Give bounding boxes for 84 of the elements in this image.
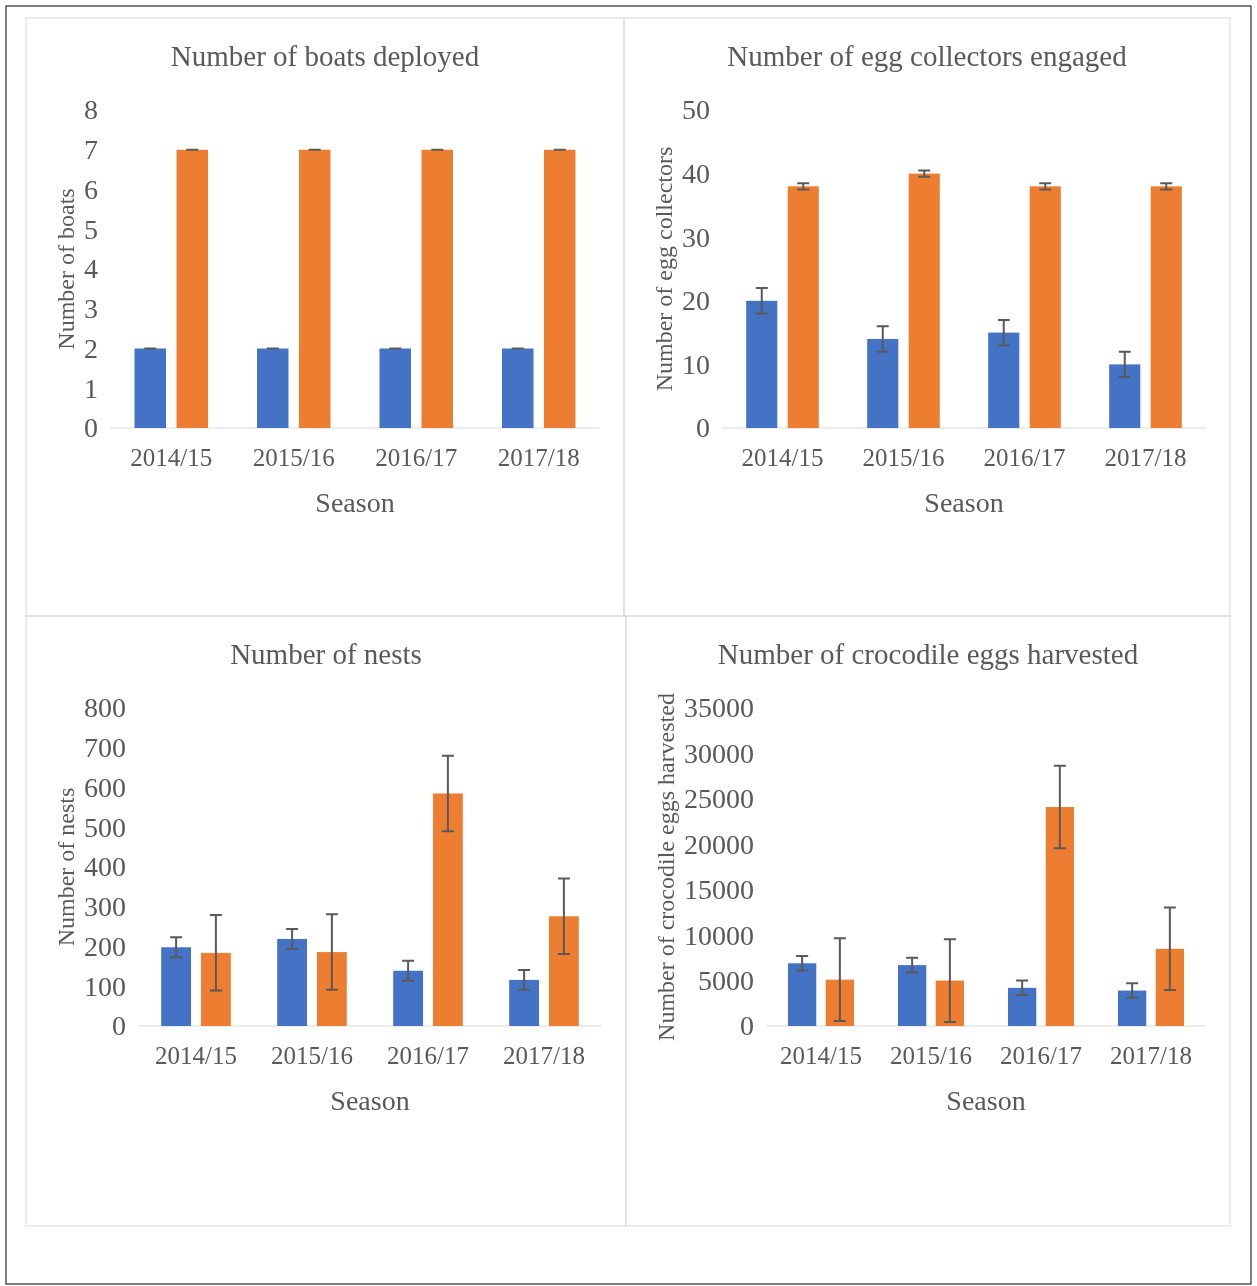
bar <box>1150 186 1182 428</box>
y-tick-label: 25000 <box>684 783 754 815</box>
x-tick-label: 2016/17 <box>387 1041 469 1069</box>
bar <box>548 916 579 1026</box>
bar <box>200 952 231 1026</box>
x-tick-label: 2015/16 <box>271 1041 353 1069</box>
bar <box>908 173 940 428</box>
chart-title: Number of crocodile eggs harvested <box>717 638 1139 670</box>
bar <box>935 980 964 1026</box>
y-axis-title: Number of egg collectors <box>651 146 677 392</box>
y-tick-label: 100 <box>84 970 126 1002</box>
y-tick-label: 10000 <box>684 919 754 951</box>
bar <box>788 963 817 1026</box>
y-tick-label: 0 <box>84 412 98 444</box>
bar <box>1155 948 1184 1026</box>
bar <box>1008 987 1037 1026</box>
x-tick-label: 2017/18 <box>1110 1041 1192 1069</box>
x-tick-label: 2016/17 <box>375 443 458 471</box>
y-tick-label: 0 <box>112 1010 126 1042</box>
x-tick-label: 2015/16 <box>890 1041 972 1069</box>
chart-title: Number of nests <box>230 638 422 670</box>
x-tick-label: 2014/15 <box>780 1041 862 1069</box>
y-tick-label: 50 <box>682 94 710 126</box>
y-tick-label: 40 <box>682 158 710 190</box>
x-tick-label: 2015/16 <box>252 443 335 471</box>
y-tick-label: 8 <box>84 94 98 126</box>
y-tick-label: 10 <box>682 348 710 380</box>
x-tick-label: 2017/18 <box>503 1041 585 1069</box>
y-tick-label: 0 <box>696 412 710 444</box>
x-tick-label: 2014/15 <box>130 443 213 471</box>
y-axis-title: Number of boats <box>53 188 79 350</box>
bar <box>277 938 308 1026</box>
chart-title: Number of egg collectors engaged <box>727 40 1128 72</box>
y-tick-label: 30000 <box>684 737 754 769</box>
bar <box>1045 807 1074 1026</box>
y-tick-label: 20 <box>682 285 710 317</box>
bar <box>867 338 899 428</box>
x-axis-title: Season <box>924 487 1004 518</box>
bar <box>898 965 927 1026</box>
x-tick-label: 2014/15 <box>155 1041 237 1069</box>
y-tick-label: 15000 <box>684 874 754 906</box>
y-tick-label: 2 <box>84 332 98 364</box>
y-tick-label: 5 <box>84 213 98 245</box>
y-axis-title: Number of nests <box>53 787 79 947</box>
y-tick-label: 6 <box>84 173 98 205</box>
x-axis-title: Season <box>315 487 395 518</box>
bar <box>1029 186 1061 428</box>
x-tick-label: 2016/17 <box>983 443 1066 471</box>
y-tick-label: 600 <box>84 771 126 803</box>
bar <box>746 300 778 428</box>
bar <box>825 979 854 1026</box>
y-tick-label: 0 <box>740 1010 754 1042</box>
y-tick-label: 200 <box>84 930 126 962</box>
y-axis-title: Number of crocodile eggs harvested <box>653 693 679 1041</box>
y-tick-label: 35000 <box>684 692 754 724</box>
y-tick-label: 500 <box>84 811 126 843</box>
bar <box>787 186 819 428</box>
y-tick-label: 700 <box>84 732 126 764</box>
bar <box>393 970 424 1026</box>
x-tick-label: 2015/16 <box>862 443 945 471</box>
bar <box>161 947 192 1026</box>
x-axis-title: Season <box>946 1085 1026 1116</box>
bar <box>1109 364 1141 428</box>
x-axis-title: Season <box>330 1085 410 1116</box>
y-tick-label: 300 <box>84 891 126 923</box>
bar <box>509 979 540 1026</box>
bar <box>988 332 1020 428</box>
bar <box>432 793 463 1026</box>
y-tick-label: 20000 <box>684 828 754 860</box>
y-tick-label: 3 <box>84 293 98 325</box>
x-tick-label: 2016/17 <box>1000 1041 1082 1069</box>
y-tick-label: 30 <box>682 221 710 253</box>
y-tick-label: 800 <box>84 692 126 724</box>
x-tick-label: 2017/18 <box>497 443 580 471</box>
y-tick-label: 5000 <box>698 965 754 997</box>
y-tick-label: 400 <box>84 851 126 883</box>
x-tick-label: 2014/15 <box>741 443 824 471</box>
y-tick-label: 1 <box>84 372 98 404</box>
bar <box>316 952 347 1026</box>
chart-title: Number of boats deployed <box>170 40 480 72</box>
y-tick-label: 7 <box>84 134 98 166</box>
y-tick-label: 4 <box>84 253 98 285</box>
bar <box>1118 990 1147 1026</box>
x-tick-label: 2017/18 <box>1104 443 1187 471</box>
